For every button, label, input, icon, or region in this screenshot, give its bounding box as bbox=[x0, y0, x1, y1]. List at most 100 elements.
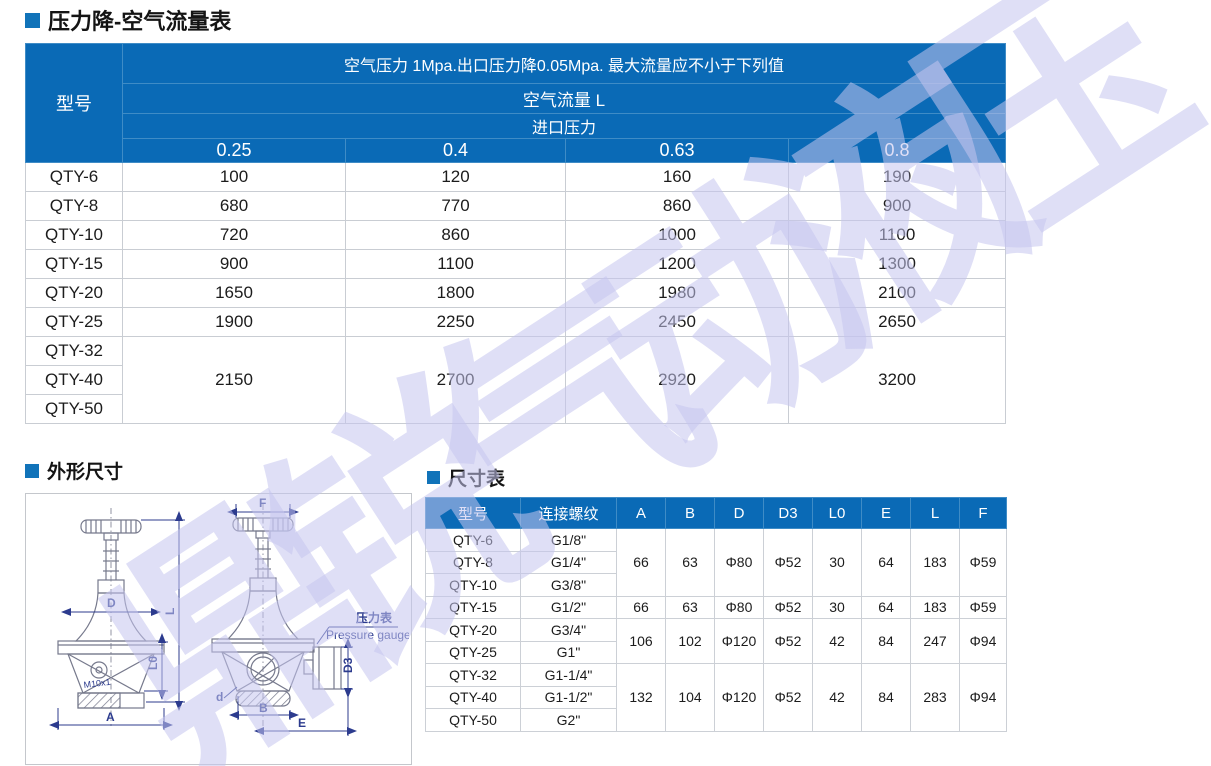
flow-row: QTY-10 720 860 1000 1100 bbox=[25, 220, 1007, 250]
model-cell: QTY-20 bbox=[25, 278, 123, 308]
dim-label-E: E bbox=[298, 716, 306, 730]
flow-value-cell: 2650 bbox=[787, 307, 1007, 337]
flow-table-body: QTY-6 100 120 160 190 QTY-8 680 770 860 900 QTY-10… bbox=[25, 162, 1007, 424]
flow-value-cell: 900 bbox=[787, 191, 1007, 221]
flow-value-cell: 1650 bbox=[122, 278, 346, 308]
dim-label-B: B bbox=[259, 701, 268, 715]
dim-row: QTY-32 G1-1/4" 132 104 Φ120 Φ52 42 84 283 Φ94 bbox=[425, 663, 1007, 732]
inlet-pressure-header: 0.25 bbox=[122, 138, 346, 163]
flow-value-cell: 120 bbox=[345, 162, 566, 192]
flow-value-cell: 1000 bbox=[565, 220, 789, 250]
dim-header-cell: D3 bbox=[763, 497, 813, 529]
flow-row: QTY-8 680 770 860 900 bbox=[25, 191, 1007, 221]
model-cell: QTY-6 bbox=[425, 528, 521, 552]
flow-value-cell: 680 bbox=[122, 191, 346, 221]
dim-value-cell: 106 bbox=[616, 618, 666, 664]
dim-row: QTY-10 G3/8" bbox=[425, 573, 1007, 597]
dim-label-d: d bbox=[216, 690, 223, 704]
dim-value-cell: 247 bbox=[910, 618, 960, 664]
flow-value-cell: 100 bbox=[122, 162, 346, 192]
dim-row: QTY-20 G3/4" 106 102 Φ120 Φ52 42 84 247 Φ94 bbox=[425, 618, 1007, 664]
model-cell: QTY-8 bbox=[25, 191, 123, 221]
inlet-pressure-header: 0.4 bbox=[345, 138, 566, 163]
thread-cell: G1/2" bbox=[520, 595, 617, 619]
model-cell: QTY-32 bbox=[25, 336, 123, 366]
model-cell: QTY-15 bbox=[425, 595, 521, 619]
flow-value-cell: 2250 bbox=[345, 307, 566, 337]
flow-row: QTY-25 1900 2250 2450 2650 bbox=[25, 307, 1007, 337]
dim-label-F: F bbox=[259, 496, 266, 510]
model-cell: QTY-15 bbox=[25, 249, 123, 279]
dim-value-cell: 84 bbox=[861, 663, 911, 732]
dim-value-cell: 132 bbox=[616, 663, 666, 732]
flow-value-cell: 900 bbox=[122, 249, 346, 279]
dim-row: QTY-6 G1/8" 66 63 Φ80 Φ52 30 64 183 Φ59 bbox=[425, 528, 1007, 597]
thread-cell: G3/4" bbox=[520, 618, 617, 642]
dim-row: QTY-15 G1/2" 66 63 Φ80 Φ52 30 64 183 Φ59 bbox=[425, 595, 1007, 619]
model-cell: QTY-10 bbox=[25, 220, 123, 250]
flow-row: QTY-50 bbox=[25, 394, 1006, 424]
inlet-pressure-header: 0.8 bbox=[787, 138, 1007, 163]
flow-value-cell: 1300 bbox=[787, 249, 1007, 279]
dim-header-cell: E bbox=[861, 497, 911, 529]
flow-value-cell: 1900 bbox=[122, 307, 346, 337]
model-cell: QTY-50 bbox=[25, 394, 123, 424]
flow-value-cell: 3200 bbox=[787, 336, 1007, 424]
dim-row: QTY-50 G2" bbox=[425, 708, 1007, 732]
dim-value-cell: 104 bbox=[665, 663, 715, 732]
regulator-drawing: D L L0 A M10x1 bbox=[49, 496, 409, 736]
model-cell: QTY-40 bbox=[25, 365, 123, 395]
flow-table: 型号 空气压力 1Mpa.出口压力降0.05Mpa. 最大流量应不小于下列值 空… bbox=[25, 43, 1007, 424]
dim-header-cell: F bbox=[959, 497, 1007, 529]
flow-value-cell: 2100 bbox=[787, 278, 1007, 308]
model-cell: QTY-6 bbox=[25, 162, 123, 192]
dim-value-cell: 183 bbox=[910, 595, 960, 619]
dim-value-cell: 30 bbox=[812, 528, 862, 597]
flow-row: QTY-20 1650 1800 1980 2100 bbox=[25, 278, 1007, 308]
flow-value-cell: 1980 bbox=[565, 278, 789, 308]
model-cell: QTY-20 bbox=[425, 618, 521, 642]
flow-row: QTY-40 bbox=[25, 365, 1006, 395]
dim-row: QTY-8 G1/4" bbox=[425, 550, 1007, 574]
dim-header-cell: L0 bbox=[812, 497, 862, 529]
flow-row: QTY-15 900 1100 1200 1300 bbox=[25, 249, 1007, 279]
flow-header-pressures: 0.25 0.4 0.63 0.8 bbox=[26, 138, 1007, 163]
dim-value-cell: 30 bbox=[812, 595, 862, 619]
thread-cell: G1-1/2" bbox=[520, 685, 617, 709]
dim-value-cell: 63 bbox=[665, 595, 715, 619]
outline-drawing-box: D L L0 A M10x1 bbox=[25, 493, 412, 765]
flow-header-airflow: 空气流量 L bbox=[121, 83, 1007, 114]
dim-value-cell: Φ52 bbox=[763, 663, 813, 732]
thread-cell: G1/8" bbox=[520, 528, 617, 552]
dim-value-cell: Φ59 bbox=[959, 595, 1007, 619]
flow-value-cell: 860 bbox=[565, 191, 789, 221]
dim-value-cell: 84 bbox=[861, 618, 911, 664]
dim-value-cell: Φ80 bbox=[714, 528, 764, 597]
outline-section-title: 外形尺寸 bbox=[25, 457, 123, 484]
flow-value-cell: 2150 bbox=[122, 336, 346, 424]
page-title: 压力降-空气流量表 bbox=[48, 9, 232, 34]
square-bullet-icon bbox=[25, 463, 39, 478]
thread-cell: G3/8" bbox=[520, 573, 617, 597]
dim-value-cell: Φ52 bbox=[763, 528, 813, 597]
flow-value-cell: 1100 bbox=[787, 220, 1007, 250]
thread-cell: G2" bbox=[520, 708, 617, 732]
dim-label-D: D bbox=[107, 596, 116, 610]
model-cell: QTY-40 bbox=[425, 685, 521, 709]
dim-value-cell: Φ120 bbox=[714, 663, 764, 732]
main-section-title: 压力降-空气流量表 bbox=[25, 4, 231, 36]
flow-header-condition: 空气压力 1Mpa.出口压力降0.05Mpa. 最大流量应不小于下列值 bbox=[121, 43, 1007, 84]
dim-value-cell: 102 bbox=[665, 618, 715, 664]
model-cell: QTY-32 bbox=[425, 663, 521, 687]
flow-value-cell: 2700 bbox=[345, 336, 566, 424]
flow-value-cell: 1200 bbox=[565, 249, 789, 279]
flow-value-cell: 770 bbox=[345, 191, 566, 221]
flow-row: QTY-32 2150 2700 2920 3200 bbox=[25, 336, 1007, 424]
square-bullet-icon bbox=[427, 471, 440, 484]
flow-value-cell: 190 bbox=[787, 162, 1007, 192]
dim-header-cell: B bbox=[665, 497, 715, 529]
dim-header-cell: A bbox=[616, 497, 666, 529]
flow-value-cell: 860 bbox=[345, 220, 566, 250]
thread-cell: G1" bbox=[520, 640, 617, 664]
